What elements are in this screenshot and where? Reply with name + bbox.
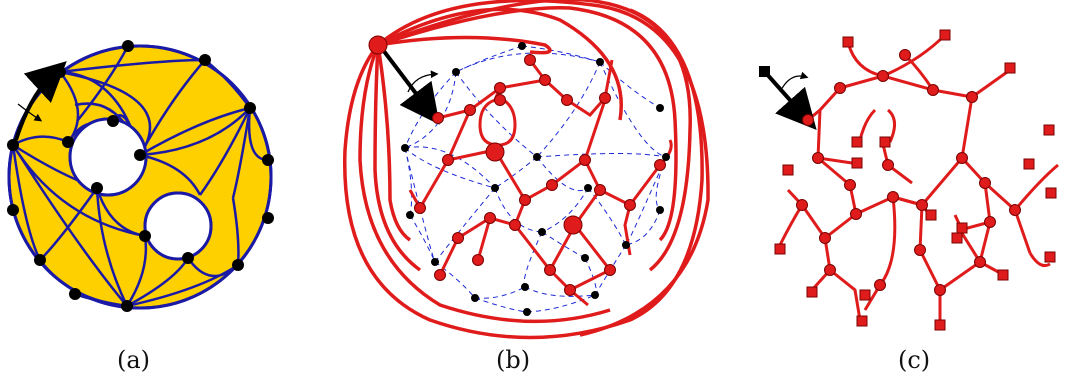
root-node bbox=[759, 66, 770, 77]
root-arrow bbox=[763, 70, 817, 130]
leaf-nodes bbox=[774, 29, 1057, 331]
panel-b-diagram bbox=[343, 0, 710, 340]
panel-c-diagram bbox=[759, 29, 1059, 331]
red-vertices bbox=[368, 35, 666, 296]
root-arrow bbox=[378, 44, 440, 125]
black-vertices bbox=[401, 42, 670, 316]
orientation-arrow bbox=[17, 103, 43, 122]
vertices bbox=[7, 40, 274, 312]
orientation-arrow bbox=[779, 71, 809, 93]
caption-b: (b) bbox=[496, 346, 531, 374]
root-arrow bbox=[14, 61, 67, 141]
orientation-arrow bbox=[407, 70, 439, 93]
internal-nodes bbox=[796, 49, 1021, 296]
panel-a-diagram bbox=[7, 40, 274, 312]
caption-a: (a) bbox=[117, 346, 151, 374]
tree-edges bbox=[408, 59, 673, 307]
caption-c: (c) bbox=[898, 346, 931, 374]
triangulation-edges bbox=[11, 45, 269, 308]
outer-red-loops bbox=[343, 0, 710, 340]
tree-edges bbox=[778, 33, 1059, 325]
